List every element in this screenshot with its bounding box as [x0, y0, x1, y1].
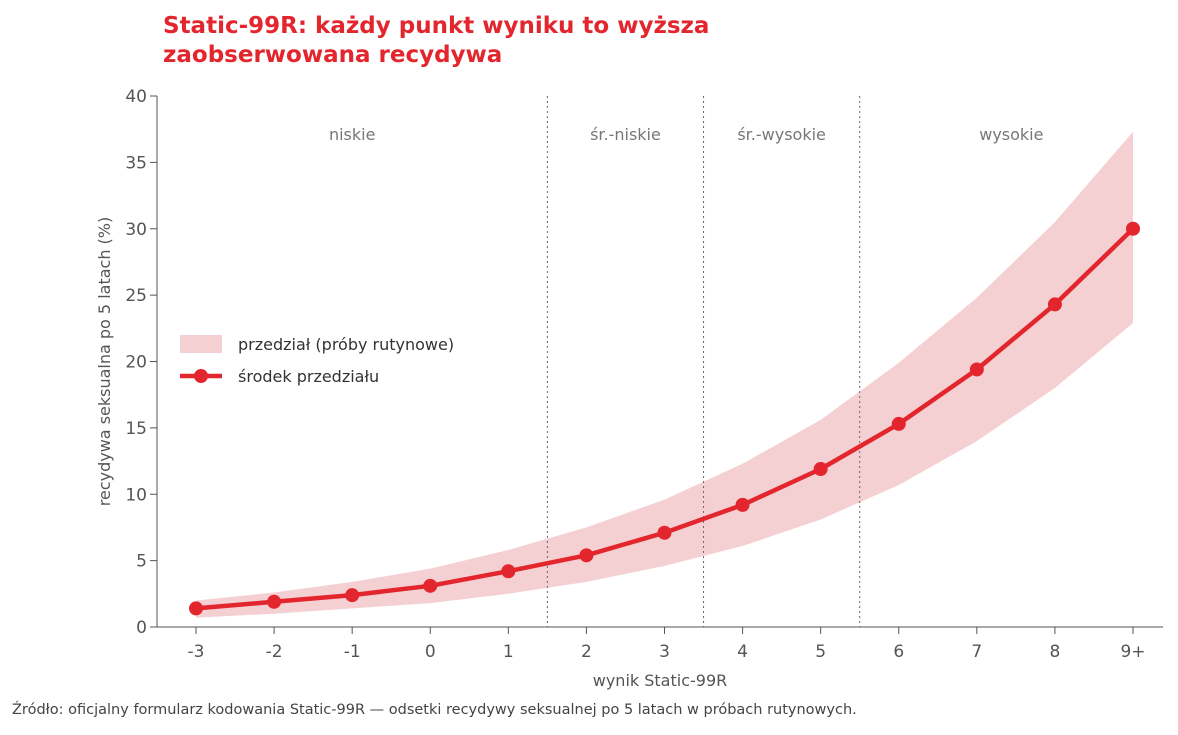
chart-title: Static-99R: każdy punkt wyniku to wyższa…: [163, 13, 710, 68]
x-tick-label: 9+: [1120, 642, 1145, 662]
data-point-9+: [1126, 221, 1140, 236]
x-tick-label: 2: [581, 642, 592, 662]
legend-line-marker: [194, 369, 208, 383]
region-label-3: śr.-wysokie: [737, 125, 826, 144]
y-tick-label: 35: [125, 153, 147, 173]
x-tick-label: 4: [737, 642, 748, 662]
legend-band-label: przedział (próby rutynowe): [238, 335, 454, 354]
data-point-5: [813, 462, 828, 477]
region-label-1: niskie: [329, 125, 375, 144]
x-tick-label: 1: [503, 642, 514, 662]
chart-svg: niskie śr.-niskie śr.-wysokie wysokie051015…: [95, 87, 1163, 690]
y-tick-label: 30: [125, 220, 147, 240]
x-tick-label: 8: [1050, 642, 1061, 662]
y-tick-label: 25: [125, 286, 147, 306]
data-point--2: [267, 594, 282, 609]
data-point-1: [501, 564, 516, 579]
y-axis-title: recydywa seksualna po 5 latach (%): [95, 217, 114, 506]
x-tick-label: 0: [425, 642, 436, 662]
confidence-band: [196, 131, 1133, 618]
x-tick-label: -1: [344, 642, 361, 662]
x-tick-label: -2: [266, 642, 283, 662]
data-point-3: [657, 525, 672, 540]
region-label-4: wysokie: [979, 125, 1043, 144]
region-label-2: śr.-niskie: [590, 125, 661, 144]
x-tick-label: 5: [815, 642, 826, 662]
y-tick-label: 10: [125, 485, 147, 505]
data-point-2: [579, 548, 594, 563]
x-tick-label: 3: [659, 642, 670, 662]
data-point-4: [735, 497, 750, 512]
y-tick-label: 40: [125, 87, 147, 107]
data-point--3: [189, 601, 203, 616]
data-point--1: [345, 588, 360, 603]
data-point-7: [969, 362, 984, 377]
y-tick-label: 0: [136, 618, 147, 638]
data-point-6: [891, 416, 906, 431]
x-axis-title: wynik Static-99R: [593, 671, 728, 690]
y-tick-label: 20: [125, 353, 147, 373]
source-note: Źródło: oficjalny formularz kodowania St…: [12, 702, 857, 718]
x-tick-label: 6: [893, 642, 904, 662]
data-point-0: [423, 578, 438, 593]
x-tick-label: -3: [188, 642, 205, 662]
y-tick-label: 15: [125, 419, 147, 439]
x-tick-label: 7: [971, 642, 982, 662]
legend-line-label: środek przedziału: [238, 367, 379, 386]
legend-band-swatch: [180, 335, 222, 353]
data-point-8: [1047, 297, 1062, 312]
y-tick-label: 5: [136, 552, 147, 572]
